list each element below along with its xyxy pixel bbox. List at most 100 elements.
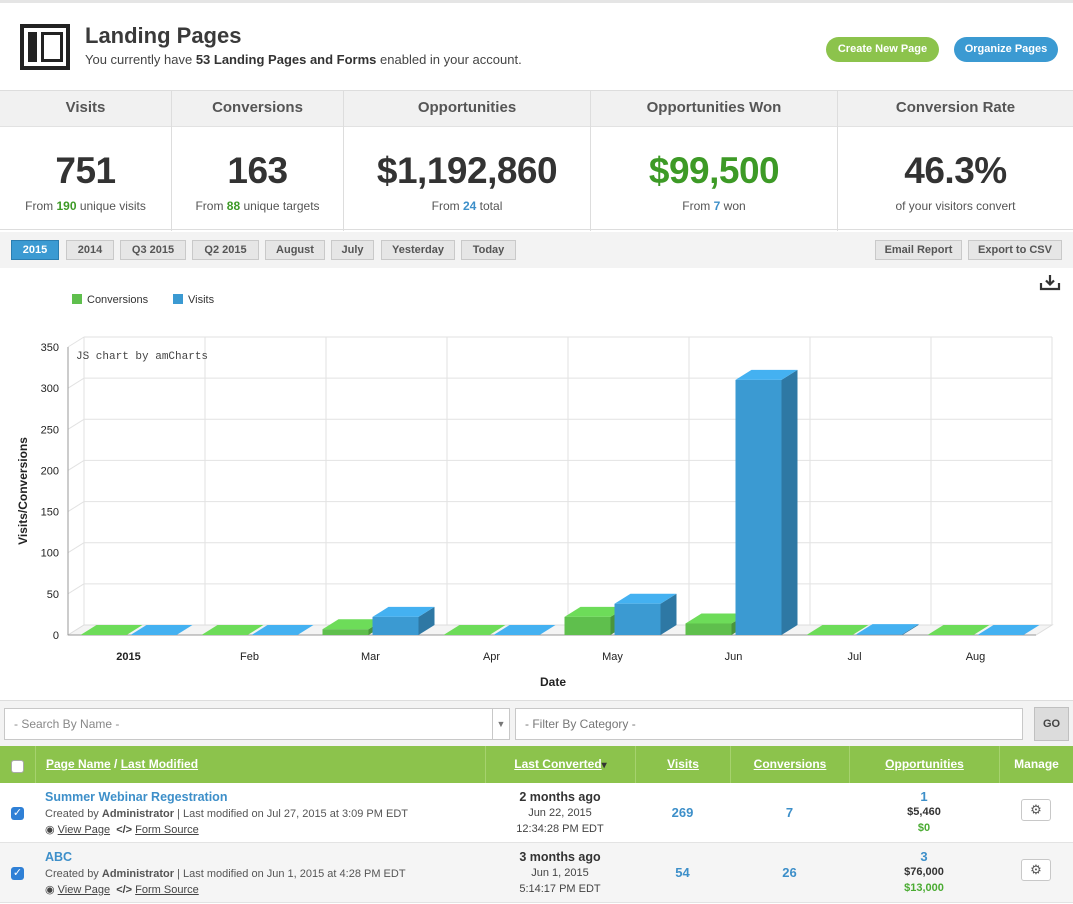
manage-gear-button[interactable]: ⚙ bbox=[1021, 859, 1051, 881]
gear-icon: ⚙ bbox=[1030, 802, 1042, 817]
bar-top bbox=[443, 625, 506, 635]
bar-visits bbox=[856, 634, 903, 635]
view-page-link[interactable]: View Page bbox=[57, 884, 111, 896]
conversions-count-link[interactable]: 7 bbox=[785, 805, 794, 820]
y-tick-label: 250 bbox=[41, 424, 59, 436]
bar-top bbox=[806, 625, 869, 635]
opportunities-total: $5,460 bbox=[907, 806, 941, 818]
period-q3-2015-button[interactable]: Q3 2015 bbox=[120, 240, 186, 260]
page-subtitle: You currently have 53 Landing Pages and … bbox=[85, 52, 522, 67]
bar-top bbox=[493, 625, 556, 635]
gridline bbox=[67, 583, 85, 595]
bar-top bbox=[322, 619, 385, 630]
search-by-name-select[interactable]: - Search By Name - ▼ bbox=[4, 708, 510, 740]
page-header: Landing Pages You currently have 53 Land… bbox=[0, 0, 1073, 90]
stat-label: Opportunities Won bbox=[591, 91, 837, 127]
form-source-link[interactable]: Form Source bbox=[135, 824, 199, 836]
form-source-link[interactable]: Form Source bbox=[135, 884, 199, 896]
y-axis-title: Visits/Conversions bbox=[16, 437, 30, 545]
stat-conversions: Conversions 163 From 88 unique targets bbox=[172, 91, 344, 231]
bar-top bbox=[80, 625, 143, 635]
legend-swatch bbox=[72, 294, 82, 304]
opportunities-won: $0 bbox=[917, 822, 931, 834]
column-visits[interactable]: Visits bbox=[635, 746, 730, 783]
y-tick-label: 0 bbox=[53, 630, 59, 642]
page-name-link[interactable]: ABC bbox=[45, 850, 73, 864]
column-last-converted[interactable]: Last Converted▾ bbox=[485, 746, 635, 783]
period-q2-2015-button[interactable]: Q2 2015 bbox=[192, 240, 259, 260]
bar-chart: Conversions Visits 0 50 100 150 200 250 300 350 JS… bbox=[16, 294, 1054, 689]
eye-icon: ◉ bbox=[45, 824, 55, 836]
bar-side bbox=[781, 369, 798, 635]
select-all-checkbox[interactable] bbox=[11, 760, 24, 773]
y-tick-label: 350 bbox=[41, 342, 59, 354]
x-tick-label: Jun bbox=[725, 651, 743, 663]
table-header: Page Name / Last Modified Last Converted… bbox=[0, 746, 1073, 783]
last-converted-time: 5:14:17 PM EDT bbox=[519, 883, 601, 895]
visits-count-link[interactable]: 54 bbox=[675, 865, 690, 880]
bar-visits bbox=[372, 616, 419, 635]
last-converted-ago: 3 months ago bbox=[519, 850, 601, 864]
gridline bbox=[67, 336, 85, 348]
manage-gear-button[interactable]: ⚙ bbox=[1021, 799, 1051, 821]
last-converted-date: Jun 1, 2015 bbox=[531, 867, 589, 879]
y-tick-label: 50 bbox=[47, 589, 59, 601]
column-page-name[interactable]: Page Name / Last Modified bbox=[35, 746, 485, 783]
visits-count-link[interactable]: 269 bbox=[671, 805, 694, 820]
period-2014-button[interactable]: 2014 bbox=[66, 240, 114, 260]
y-tick-label: 300 bbox=[41, 383, 59, 395]
stat-detail: From 7 won bbox=[682, 199, 746, 213]
row-checkbox[interactable]: ✓ bbox=[11, 867, 24, 880]
download-icon[interactable] bbox=[1039, 274, 1061, 292]
bar-top bbox=[251, 625, 314, 635]
bar-top bbox=[201, 625, 264, 635]
column-opportunities[interactable]: Opportunities bbox=[849, 746, 999, 783]
stat-detail: From 88 unique targets bbox=[195, 199, 320, 213]
sort-page-name-link[interactable]: Page Name bbox=[46, 757, 111, 771]
table-row: ✓ Summer Webinar Regestration Created by… bbox=[0, 783, 1073, 843]
page-links: ◉ View Page </> Form Source bbox=[45, 823, 199, 836]
stat-value: 46.3% bbox=[904, 150, 1007, 191]
bar-top bbox=[735, 369, 798, 380]
page-name-link[interactable]: Summer Webinar Regestration bbox=[45, 790, 228, 804]
conversions-count-link[interactable]: 26 bbox=[782, 865, 797, 880]
x-tick-label: Feb bbox=[240, 651, 259, 663]
stat-value: 163 bbox=[227, 150, 288, 191]
table-row: ✓ ABC Created by Administrator | Last mo… bbox=[0, 843, 1073, 903]
opportunities-count-link[interactable]: 3 bbox=[920, 849, 928, 864]
chevron-down-icon: ▼ bbox=[492, 709, 509, 739]
period-july-button[interactable]: July bbox=[331, 240, 374, 260]
bar-conversions bbox=[564, 616, 611, 635]
go-button[interactable]: GO bbox=[1034, 707, 1069, 741]
column-conversions[interactable]: Conversions bbox=[730, 746, 849, 783]
period-august-button[interactable]: August bbox=[265, 240, 325, 260]
export-csv-button[interactable]: Export to CSV bbox=[968, 240, 1062, 260]
page-meta: Created by Administrator | Last modified… bbox=[45, 868, 406, 880]
code-icon: </> bbox=[116, 824, 133, 836]
stat-conversion-rate: Conversion Rate 46.3% of your visitors c… bbox=[838, 91, 1073, 231]
bar-visits bbox=[614, 603, 661, 635]
bar-top bbox=[685, 613, 748, 624]
last-converted-ago: 2 months ago bbox=[519, 790, 601, 804]
bar-side bbox=[418, 606, 435, 635]
organize-pages-button[interactable]: Organize Pages bbox=[954, 37, 1058, 62]
period-today-button[interactable]: Today bbox=[461, 240, 516, 260]
filter-by-category-input[interactable]: - Filter By Category - bbox=[515, 708, 1023, 740]
bar-side bbox=[902, 624, 919, 635]
x-tick-label: Apr bbox=[483, 651, 500, 663]
row-checkbox[interactable]: ✓ bbox=[11, 807, 24, 820]
x-tick-label: 2015 bbox=[116, 651, 140, 663]
opportunities-won: $13,000 bbox=[904, 882, 944, 894]
legend-label: Conversions bbox=[87, 294, 149, 306]
view-page-link[interactable]: View Page bbox=[57, 824, 111, 836]
sort-last-modified-link[interactable]: Last Modified bbox=[120, 757, 199, 771]
opportunities-count-link[interactable]: 1 bbox=[920, 789, 928, 804]
period-yesterday-button[interactable]: Yesterday bbox=[381, 240, 455, 260]
bar-top bbox=[614, 593, 677, 604]
create-new-page-button[interactable]: Create New Page bbox=[826, 37, 939, 62]
email-report-button[interactable]: Email Report bbox=[875, 240, 962, 260]
gridline bbox=[67, 542, 85, 554]
period-2015-button[interactable]: 2015 bbox=[11, 240, 59, 260]
stat-value: 751 bbox=[55, 150, 116, 191]
x-axis-title: Date bbox=[540, 675, 566, 689]
